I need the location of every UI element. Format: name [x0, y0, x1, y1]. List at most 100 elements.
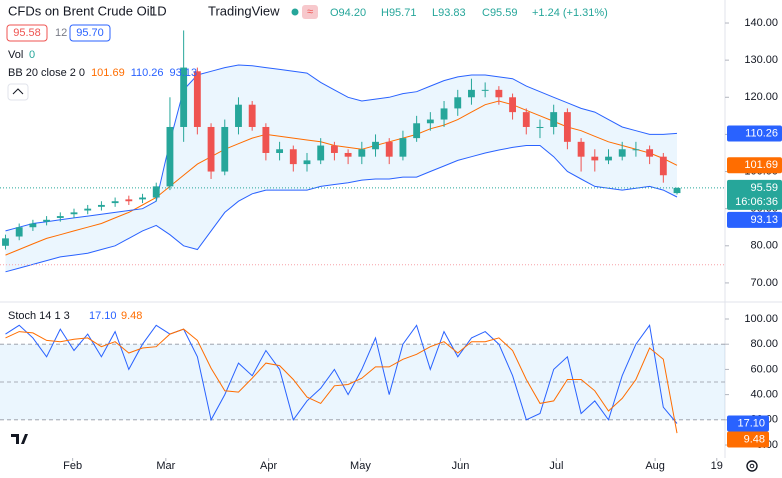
- y-tick-label: 80.00: [750, 338, 778, 350]
- candle-body: [344, 152, 352, 157]
- stoch-value-label: 9.48: [744, 433, 765, 445]
- x-tick-label: Jun: [452, 460, 470, 472]
- candle-body: [385, 141, 393, 157]
- candle-body: [399, 138, 407, 157]
- legend-open: O94.20: [330, 7, 366, 19]
- candle-body: [152, 186, 160, 198]
- candle-body: [262, 126, 270, 153]
- spread: 12: [55, 27, 67, 39]
- stoch-k-value: 17.10: [89, 310, 117, 322]
- x-tick-label: Apr: [260, 460, 277, 472]
- bb-upper-value: 110.26: [131, 67, 164, 79]
- legend-low: L93.83: [432, 7, 466, 19]
- candle-body: [235, 104, 242, 127]
- bb-lower-value: 93.13: [170, 67, 198, 79]
- candle-body: [276, 149, 284, 153]
- candle-body: [618, 149, 626, 157]
- candle-body: [413, 123, 421, 139]
- y-tick-label: 70.00: [750, 277, 778, 289]
- stoch-value-label: 17.10: [737, 417, 765, 429]
- candle-body: [15, 227, 23, 237]
- y-tick-label: 120.00: [744, 91, 778, 103]
- tv-logo: [7, 428, 33, 450]
- candle-body: [193, 71, 201, 127]
- candle-body: [632, 149, 640, 151]
- bb-label: BB 20 close 2 0: [8, 67, 85, 79]
- x-tick-label: Aug: [645, 460, 665, 472]
- candle-body: [563, 112, 571, 142]
- settings-icon[interactable]: [746, 460, 758, 472]
- x-tick-label: Mar: [156, 460, 175, 472]
- logo-mark: [11, 434, 28, 444]
- candle-body: [289, 149, 297, 165]
- x-tick-label: 19: [711, 460, 723, 472]
- stoch-line: [5, 328, 678, 434]
- band-line: [5, 64, 678, 232]
- candle-body: [481, 89, 489, 91]
- candle-body: [468, 89, 475, 98]
- market-icon[interactable]: [302, 5, 318, 19]
- bb-basis-value: 101.69: [91, 67, 125, 79]
- x-tick-label: Jul: [549, 460, 563, 472]
- candle-body: [426, 119, 434, 124]
- basis-label: 101.69: [744, 159, 778, 171]
- gear-center: [749, 463, 755, 469]
- candle-body: [591, 156, 599, 161]
- countdown: 16:06:36: [735, 196, 778, 208]
- candle-body: [605, 156, 612, 161]
- candle-body: [125, 199, 133, 202]
- lower-band-label: 93.13: [750, 214, 778, 226]
- status-dot: [291, 8, 299, 16]
- volume-label: Vol: [8, 49, 23, 61]
- ask-box[interactable]: [69, 24, 111, 42]
- candle-body: [56, 216, 64, 218]
- ask: 95.70: [76, 27, 104, 39]
- candle-body: [180, 67, 188, 127]
- last-price-label: 95.59: [750, 182, 778, 194]
- market-icon-glyph: ≈: [307, 6, 313, 18]
- candle-body: [221, 126, 229, 172]
- bid-box[interactable]: [6, 24, 48, 42]
- lower-band-label-box: [727, 211, 782, 228]
- candle-body: [440, 108, 448, 120]
- source: TradingView: [208, 3, 280, 18]
- candle-body: [577, 141, 585, 157]
- candle-body: [139, 197, 146, 200]
- candle-body: [358, 149, 366, 157]
- band-line: [5, 145, 678, 273]
- logo-background: [7, 428, 33, 450]
- header: CFDs on Brent Crude Oil 1D TradingView ≈…: [6, 3, 608, 322]
- collapse-button[interactable]: [7, 83, 29, 101]
- symbol-title: CFDs on Brent Crude Oil: [8, 3, 153, 18]
- candle-body: [536, 126, 544, 128]
- stoch-d-value: 9.48: [121, 310, 142, 322]
- candle-body: [509, 97, 516, 113]
- y-tick-label: 60.00: [750, 363, 778, 375]
- candle-body: [303, 160, 311, 165]
- x-tick-label: Feb: [63, 460, 82, 472]
- candle-body: [2, 238, 9, 246]
- candle-body: [111, 201, 119, 204]
- candle-body: [646, 149, 654, 157]
- y-tick-label: 140.00: [744, 17, 778, 29]
- upper-band-label: 110.26: [745, 127, 778, 139]
- candle-body: [330, 145, 338, 153]
- candle-body: [248, 104, 256, 127]
- candle-body: [454, 97, 462, 109]
- candle-body: [70, 212, 78, 215]
- basis-label-box: [727, 157, 782, 174]
- stoch-line: [5, 324, 678, 424]
- interval: 1D: [150, 3, 167, 18]
- stoch-label: Stoch 14 1 3: [8, 310, 70, 322]
- candle-body: [207, 126, 215, 172]
- x-tick-label: May: [350, 460, 371, 472]
- legend-change: +1.24 (+1.31%): [532, 7, 608, 19]
- legend-close: C95.59: [482, 7, 517, 19]
- upper-band-label-box: [727, 125, 782, 142]
- plot: [0, 30, 725, 434]
- gear[interactable]: [746, 460, 758, 472]
- y-tick-label: 80.00: [750, 240, 778, 252]
